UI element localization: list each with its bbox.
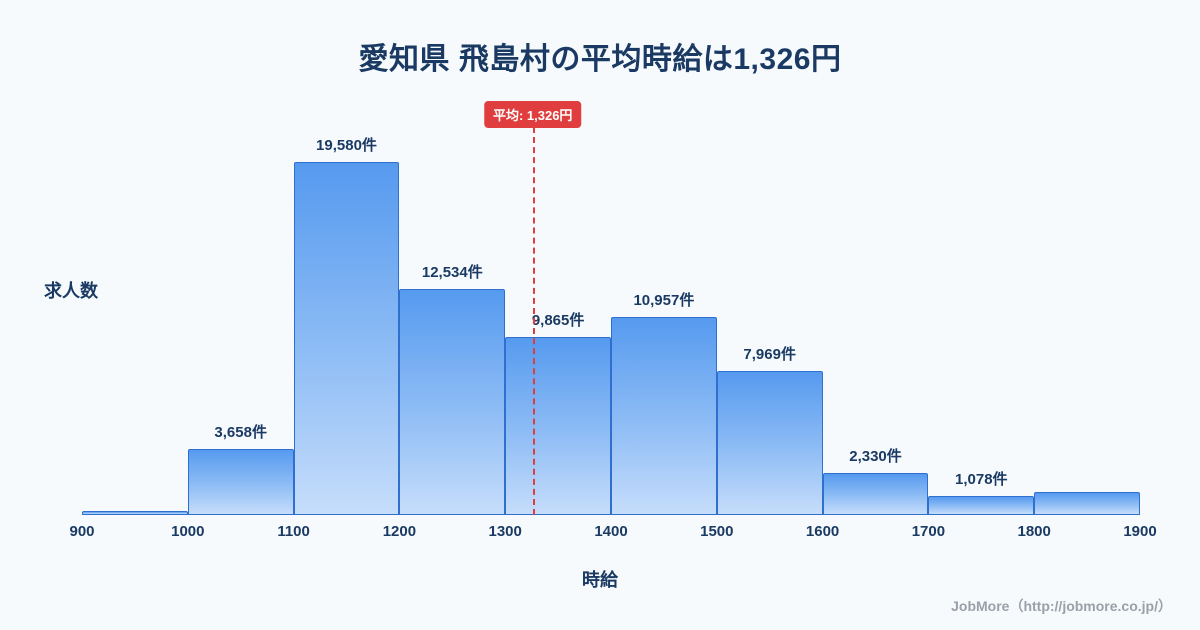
bar-value-label: 1,078件 xyxy=(955,470,1008,488)
bar-value-label: 9,865件 xyxy=(531,312,585,330)
bar-value-label: 19,580件 xyxy=(316,137,377,154)
x-tick-label: 1500 xyxy=(700,523,734,540)
x-tick-label: 1400 xyxy=(594,523,628,540)
x-axis-label: 時給 xyxy=(582,570,618,590)
plot-area: 3,658件 19,580件 12,534件 9,865件 10,957件 7,969件 2… xyxy=(82,101,1140,515)
y-axis-label: 求人数 xyxy=(44,281,98,301)
x-tick-label: 900 xyxy=(69,523,95,540)
histogram-bar xyxy=(611,317,717,515)
bar-value-label: 7,969件 xyxy=(743,346,796,364)
bar-value-label: 3,658件 xyxy=(214,424,267,442)
x-tick-label: 1900 xyxy=(1123,523,1157,540)
bar-value-label: 12,534件 xyxy=(421,264,483,282)
x-tick-label: 1200 xyxy=(382,523,417,540)
histogram-bar xyxy=(822,473,929,515)
footer-credit: JobMore（http://jobmore.co.jp/） xyxy=(951,598,1172,614)
histogram-bar xyxy=(928,495,1035,515)
x-tick-label: 1100 xyxy=(277,523,310,540)
bar-value-label: 2,330件 xyxy=(849,448,902,465)
histogram-bar xyxy=(82,511,188,515)
x-tick-label: 1000 xyxy=(171,523,205,540)
bar-value-label: 10,957件 xyxy=(633,292,695,310)
histogram-bar xyxy=(716,371,823,515)
histogram-bar xyxy=(399,289,506,515)
x-tick-label: 1600 xyxy=(805,523,840,540)
x-axis-ticks: 900 1000 1100 1200 1300 1400 1500 1600 1700 1800 1… xyxy=(69,523,1156,543)
x-tick-label: 1800 xyxy=(1017,523,1051,540)
histogram-bar xyxy=(1034,492,1140,515)
chart-title: 愛知県 飛島村の平均時給は1,326円 xyxy=(358,43,842,76)
histogram-bar xyxy=(187,449,294,515)
average-line xyxy=(532,127,535,515)
histogram-bar xyxy=(293,162,400,515)
x-tick-label: 1700 xyxy=(911,523,946,540)
histogram-bar xyxy=(505,337,611,515)
x-tick-label: 1300 xyxy=(488,523,522,540)
average-badge: 平均: 1,326円 xyxy=(483,101,582,128)
